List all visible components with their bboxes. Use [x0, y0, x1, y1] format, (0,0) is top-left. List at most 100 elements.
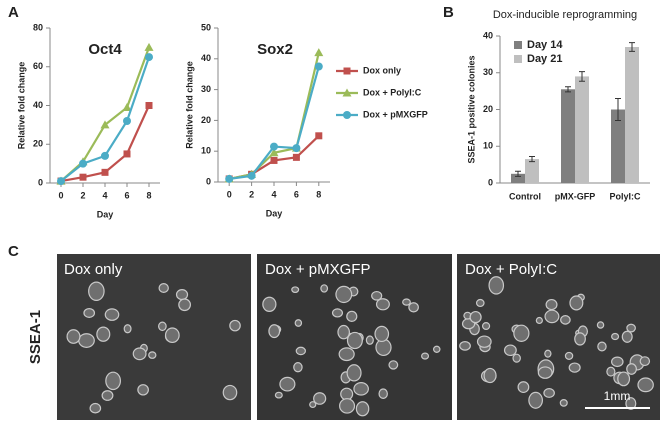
chart-title: Sox2 — [257, 41, 293, 58]
cell — [606, 366, 616, 377]
cell — [320, 284, 329, 293]
cell — [611, 356, 624, 368]
x-tick-label: 8 — [316, 189, 321, 199]
error-bar — [615, 97, 621, 122]
cell — [388, 360, 399, 370]
bar — [525, 159, 539, 183]
marker — [225, 174, 234, 183]
cell — [626, 323, 636, 333]
panel-label: A — [8, 4, 19, 21]
marker — [123, 150, 131, 158]
cell — [488, 276, 505, 295]
image-caption: Dox only — [64, 261, 123, 278]
cell — [88, 281, 105, 302]
x-tick-label: pMX-GFP — [555, 191, 596, 201]
x-axis-title: Day — [266, 208, 283, 218]
cell — [178, 298, 192, 312]
marker — [144, 42, 154, 51]
cell — [291, 286, 300, 294]
legend-label: Day 21 — [527, 53, 562, 65]
cell — [274, 391, 283, 399]
cell — [105, 371, 122, 391]
marker — [270, 156, 278, 164]
cell — [545, 298, 558, 311]
x-tick-label: 0 — [58, 190, 63, 200]
marker — [292, 153, 300, 161]
cell — [337, 324, 350, 340]
cell — [346, 331, 363, 350]
cell — [222, 384, 238, 401]
error-bar — [529, 156, 535, 163]
y-tick-label: 20 — [201, 115, 211, 125]
cell — [66, 329, 81, 344]
y-tick-label: 10 — [201, 146, 211, 156]
cell — [560, 315, 571, 325]
marker — [292, 144, 301, 153]
micrographs — [57, 254, 660, 420]
cell — [83, 307, 96, 318]
cell — [78, 333, 95, 348]
error-bar — [629, 42, 635, 52]
cell — [353, 382, 369, 396]
error-bar — [515, 170, 521, 177]
cell — [574, 332, 586, 346]
bar — [625, 47, 639, 184]
y-axis-title: Relative fold change — [184, 61, 194, 149]
cell — [104, 308, 120, 321]
cell — [596, 321, 605, 329]
y-tick-label: 0 — [488, 177, 493, 187]
x-tick-label: 2 — [80, 190, 85, 200]
cell — [568, 362, 581, 373]
cell — [476, 335, 492, 348]
marker — [247, 171, 256, 180]
chart-title: Oct4 — [88, 41, 122, 58]
legend-label: Dox only — [363, 65, 401, 75]
cell — [543, 388, 555, 398]
marker — [315, 132, 323, 140]
cell — [294, 319, 303, 327]
y-axis-title: SSEA-1 positive colonies — [466, 55, 476, 163]
cell — [402, 298, 411, 306]
cell — [295, 346, 306, 356]
x-tick-label: 8 — [146, 190, 151, 200]
cell — [331, 308, 344, 318]
y-tick-label: 30 — [201, 84, 211, 94]
cell — [309, 401, 317, 409]
cell — [528, 391, 544, 409]
y-tick-label: 50 — [201, 22, 211, 32]
y-tick-label: 80 — [33, 22, 43, 32]
cell — [229, 319, 241, 332]
cell — [535, 316, 543, 325]
legend-label: Dox + pMXGFP — [363, 109, 428, 119]
marker — [314, 48, 324, 57]
cell — [597, 341, 607, 352]
x-tick-label: PolyI:C — [609, 191, 641, 201]
cell — [262, 296, 277, 312]
cell — [637, 377, 654, 393]
legend-swatch — [514, 55, 522, 63]
cell — [625, 397, 637, 410]
cell — [355, 401, 370, 417]
bar — [561, 89, 575, 183]
cell — [371, 290, 383, 301]
cell — [621, 330, 633, 343]
cell — [365, 335, 374, 345]
marker — [122, 102, 132, 111]
marker — [145, 102, 153, 109]
chart-title: Dox-inducible reprogramming — [493, 9, 637, 21]
x-axis-title: Day — [97, 209, 114, 219]
cell — [617, 371, 631, 387]
x-tick-label: 0 — [227, 189, 232, 199]
x-tick-label: 4 — [102, 190, 107, 200]
marker — [57, 177, 65, 186]
y-tick-label: 20 — [483, 104, 493, 114]
cell — [346, 364, 362, 382]
image-caption: Dox + PolyI:C — [465, 261, 557, 278]
y-tick-label: 0 — [38, 177, 43, 187]
legend-marker — [343, 67, 351, 75]
cell — [503, 344, 517, 357]
y-tick-label: 10 — [483, 141, 493, 151]
marker — [314, 62, 323, 71]
cell — [338, 347, 355, 362]
